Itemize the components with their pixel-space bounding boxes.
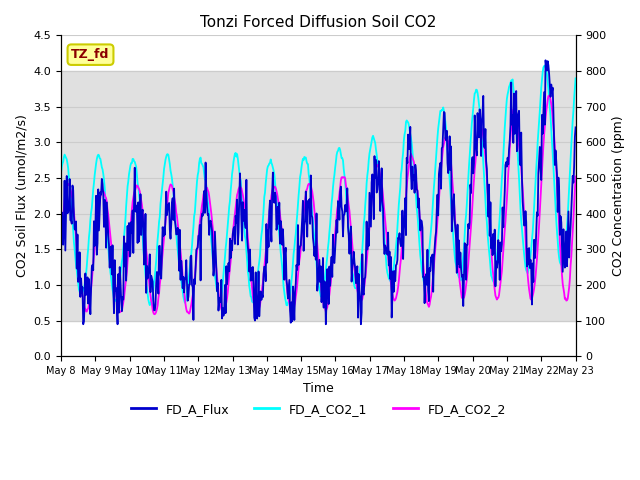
FD_A_CO2_1 <box>172 221 179 227</box>
FD_A_CO2_1 <box>120 246 127 252</box>
Y-axis label: CO2 Soil Flux (umol/m2/s): CO2 Soil Flux (umol/m2/s) <box>15 114 28 277</box>
FD_A_Flux <box>541 58 549 63</box>
FD_A_CO2_1 <box>396 185 404 191</box>
FD_A_CO2_1 <box>381 247 389 252</box>
Legend: FD_A_Flux, FD_A_CO2_1, FD_A_CO2_2: FD_A_Flux, FD_A_CO2_1, FD_A_CO2_2 <box>125 398 511 420</box>
FD_A_CO2_2 <box>289 313 296 319</box>
FD_A_CO2_2 <box>172 203 179 208</box>
FD_A_CO2_2 <box>396 262 404 268</box>
FD_A_CO2_2 <box>572 174 579 180</box>
Title: Tonzi Forced Diffusion Soil CO2: Tonzi Forced Diffusion Soil CO2 <box>200 15 436 30</box>
FD_A_CO2_2 <box>199 198 207 204</box>
FD_A_Flux <box>200 206 207 212</box>
FD_A_CO2_1 <box>541 63 548 69</box>
FD_A_CO2_1 <box>199 163 207 168</box>
FD_A_CO2_1 <box>57 170 65 176</box>
FD_A_Flux <box>79 321 87 327</box>
FD_A_Flux <box>57 252 65 257</box>
Line: FD_A_CO2_2: FD_A_CO2_2 <box>61 96 575 316</box>
Y-axis label: CO2 Concentration (ppm): CO2 Concentration (ppm) <box>612 116 625 276</box>
FD_A_CO2_2 <box>67 186 74 192</box>
FD_A_Flux <box>67 217 74 223</box>
FD_A_CO2_2 <box>381 216 389 222</box>
Text: TZ_fd: TZ_fd <box>71 48 109 61</box>
FD_A_CO2_2 <box>57 237 65 243</box>
FD_A_CO2_2 <box>546 93 554 98</box>
FD_A_CO2_1 <box>284 302 291 308</box>
FD_A_Flux <box>396 240 404 246</box>
FD_A_CO2_1 <box>572 75 579 81</box>
FD_A_Flux <box>172 231 180 237</box>
FD_A_Flux <box>120 233 128 239</box>
Line: FD_A_CO2_1: FD_A_CO2_1 <box>61 66 575 305</box>
FD_A_CO2_1 <box>67 186 74 192</box>
Bar <box>61 71 575 321</box>
FD_A_Flux <box>381 242 389 248</box>
Line: FD_A_Flux: FD_A_Flux <box>61 60 575 324</box>
FD_A_CO2_2 <box>120 300 127 305</box>
X-axis label: Time: Time <box>303 382 333 395</box>
FD_A_Flux <box>572 124 579 130</box>
